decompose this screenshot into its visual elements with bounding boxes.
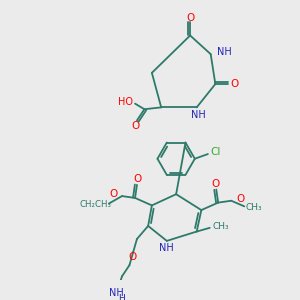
Text: NH: NH [217,47,232,57]
Text: H: H [118,294,125,300]
Text: O: O [134,174,142,184]
Text: O: O [132,121,140,131]
Text: HO: HO [118,97,133,107]
Text: O: O [128,252,136,262]
Text: O: O [236,194,244,204]
Text: NH: NH [109,288,124,298]
Text: CH₃: CH₃ [213,222,229,231]
Text: Cl: Cl [210,147,220,157]
Text: O: O [211,179,220,189]
Text: CH₂CH₃: CH₂CH₃ [80,200,112,209]
Text: O: O [186,13,194,23]
Text: NH: NH [191,110,206,120]
Text: O: O [109,189,117,199]
Text: CH₃: CH₃ [245,203,262,212]
Text: O: O [230,79,238,89]
Text: NH: NH [159,243,174,254]
